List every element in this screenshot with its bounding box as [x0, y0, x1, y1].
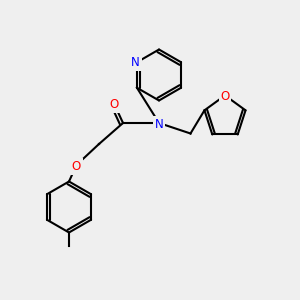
Text: O: O: [72, 160, 81, 173]
Text: N: N: [154, 118, 164, 131]
Text: N: N: [131, 56, 140, 69]
Text: O: O: [110, 98, 118, 112]
Text: O: O: [220, 90, 230, 104]
